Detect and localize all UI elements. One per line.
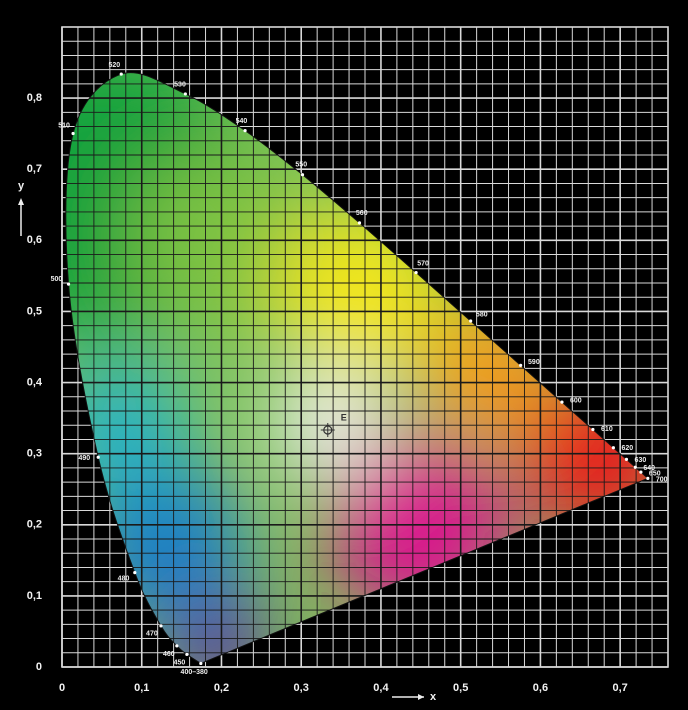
wavelength-label: 610	[601, 426, 613, 433]
y-arrow-head	[18, 198, 24, 205]
wavelength-label: 570	[417, 261, 429, 268]
locus-point	[639, 470, 643, 474]
wavelength-label: 480	[118, 575, 130, 582]
locus-point	[185, 652, 189, 657]
wavelength-label: 650	[649, 470, 661, 477]
y-tick-label: 0,3	[27, 448, 42, 460]
wavelength-label: 450	[174, 660, 186, 667]
x-tick-label: 0,6	[533, 682, 548, 694]
x-tick-label: 0,4	[373, 682, 389, 694]
wavelength-label: 700	[656, 477, 668, 484]
y-tick-label: 0,5	[27, 305, 42, 317]
white-point-label: E	[341, 412, 347, 422]
locus-point	[624, 457, 629, 461]
locus-point	[560, 400, 564, 404]
x-tick-label: 0,3	[294, 682, 309, 694]
locus-point	[519, 363, 523, 367]
locus-point	[175, 644, 179, 648]
y-tick-label: 0,6	[27, 234, 42, 246]
wavelength-label: 460	[163, 651, 175, 658]
wavelength-label: 620	[622, 445, 634, 452]
locus-point	[66, 282, 71, 286]
locus-point	[199, 661, 203, 666]
wavelength-label: 540	[236, 118, 248, 125]
wavelength-label: 550	[295, 162, 307, 169]
locus-point	[300, 173, 305, 177]
x-tick-label: 0,2	[214, 682, 229, 694]
x-tick-label: 0,7	[613, 682, 628, 694]
locus-point	[591, 427, 595, 432]
locus-point	[243, 129, 247, 133]
locus-point	[414, 270, 418, 275]
locus-point	[357, 221, 362, 225]
wavelength-label: 500	[51, 276, 63, 283]
locus-point	[96, 455, 100, 459]
white-point-cross	[320, 422, 335, 437]
wavelength-label: 640	[643, 465, 655, 472]
locus-point	[119, 72, 123, 76]
y-tick-label: 0,2	[27, 519, 42, 531]
x-tick-label: 0,5	[453, 682, 468, 694]
locus-point	[133, 571, 137, 575]
wavelength-label: 560	[356, 210, 368, 217]
locus-point	[646, 476, 650, 480]
locus-point	[633, 465, 637, 469]
y-axis-label: y	[18, 180, 25, 192]
y-tick-label: 0,8	[27, 92, 42, 104]
wavelength-label: 400–380	[181, 669, 208, 676]
x-axis-label: x	[430, 691, 437, 703]
y-tick-label: 0,7	[27, 163, 42, 175]
x-arrow-head	[418, 694, 424, 700]
wavelength-label: 530	[174, 82, 186, 89]
wavelength-label: 510	[58, 123, 70, 130]
locus-point	[71, 131, 75, 136]
locus-point	[611, 446, 615, 450]
wavelength-label: 630	[635, 457, 647, 464]
wavelength-label: 470	[146, 630, 158, 637]
wavelength-label: 490	[78, 455, 90, 462]
wavelength-label: 590	[528, 359, 540, 366]
plot-frame	[61, 26, 669, 668]
y-tick-label: 0,1	[27, 590, 42, 602]
locus-point	[159, 624, 163, 628]
x-tick-label: 0,1	[134, 682, 149, 694]
locus-point	[183, 92, 187, 96]
wavelength-label: 580	[476, 312, 488, 319]
wavelength-label: 520	[108, 62, 120, 69]
wavelength-label: 600	[570, 398, 582, 405]
x-tick-label: 0	[59, 682, 65, 694]
marks: 400–380 450 460 470 480 490 500 510 520 530 540 550…	[51, 62, 668, 676]
y-tick-label: 0	[36, 661, 42, 673]
y-tick-label: 0,4	[27, 376, 43, 388]
locus-point	[469, 319, 473, 323]
